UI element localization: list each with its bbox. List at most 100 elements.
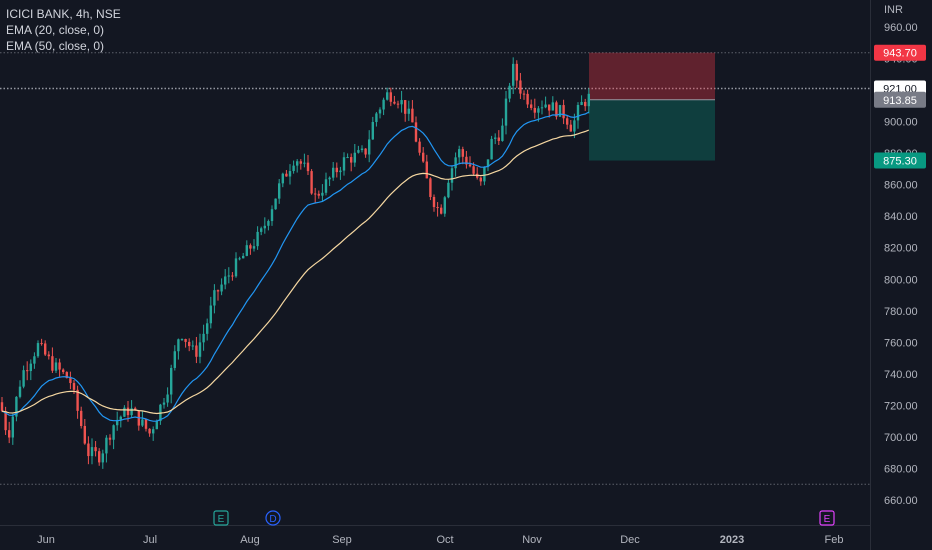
candle [26, 361, 29, 381]
candle [11, 413, 14, 445]
candle [15, 396, 18, 422]
candle [40, 338, 43, 346]
candle [400, 90, 403, 113]
candle [443, 195, 446, 217]
plot-area [0, 0, 870, 525]
candle [51, 347, 54, 373]
candle [123, 405, 126, 417]
candle [270, 205, 274, 226]
take-profit-zone[interactable] [589, 99, 715, 161]
candle [580, 95, 583, 106]
candle [213, 284, 216, 314]
candle [296, 159, 299, 173]
y-tick-label: 680.00 [884, 463, 918, 475]
candle [274, 198, 277, 210]
candle [342, 152, 346, 176]
x-tick-label: Nov [522, 534, 542, 546]
candle [256, 226, 259, 250]
candle [404, 100, 407, 122]
candle [119, 415, 122, 428]
stop-loss-zone[interactable] [589, 52, 715, 100]
y-tick-label: 960.00 [884, 22, 918, 34]
currency-label: INR [884, 4, 903, 16]
candle [231, 272, 234, 281]
dividend-marker[interactable]: D [265, 510, 281, 526]
candle [33, 352, 36, 369]
candle [414, 116, 418, 143]
candle [508, 82, 511, 103]
candle [285, 170, 288, 177]
candle [260, 226, 263, 236]
ema50-line [1, 129, 590, 415]
candle [162, 398, 166, 409]
candle [378, 107, 382, 119]
candle [429, 177, 432, 201]
candle [238, 256, 241, 261]
candle [94, 441, 97, 457]
candle [382, 97, 385, 116]
candle [242, 252, 245, 259]
candle [306, 155, 310, 175]
candle [468, 156, 472, 168]
x-tick-label: Oct [436, 534, 453, 546]
candle [216, 289, 220, 301]
candle [422, 147, 425, 163]
y-tick-label: 780.00 [884, 306, 918, 318]
candle [105, 435, 108, 463]
candle [494, 133, 497, 145]
candle [425, 154, 428, 179]
y-tick-label: 900.00 [884, 117, 918, 129]
y-tick-label: 740.00 [884, 369, 918, 381]
candle [533, 98, 536, 119]
candle [202, 324, 205, 351]
candle [461, 146, 464, 165]
candle [44, 340, 47, 357]
candle [346, 153, 349, 159]
candle [292, 160, 295, 174]
candle [234, 252, 238, 278]
y-tick-label: 760.00 [884, 337, 918, 349]
candle [36, 340, 40, 358]
candle [375, 111, 378, 127]
candle [432, 194, 436, 212]
candle [530, 99, 533, 111]
candle [486, 159, 490, 172]
x-tick-label: Sep [332, 534, 352, 546]
candle [584, 98, 587, 111]
candle [436, 202, 439, 217]
candle [173, 345, 176, 371]
candle [321, 184, 324, 202]
y-tick-label: 840.00 [884, 211, 918, 223]
candle [101, 449, 104, 469]
candle [389, 87, 392, 107]
candle [18, 380, 22, 399]
candle [576, 102, 580, 129]
candle [195, 336, 198, 364]
candle [368, 130, 371, 163]
y-tick-label: 720.00 [884, 400, 918, 412]
y-tick-label: 800.00 [884, 274, 918, 286]
svg-text:E: E [824, 514, 831, 525]
candle [324, 172, 328, 196]
candle [227, 267, 230, 284]
earnings-marker[interactable]: E [819, 510, 835, 526]
candle [263, 217, 266, 234]
candle [360, 145, 364, 153]
candle [519, 72, 522, 100]
candle [112, 424, 115, 450]
y-tick-label: 660.00 [884, 495, 918, 507]
svg-text:913.85: 913.85 [883, 95, 917, 107]
candle [512, 57, 515, 94]
earnings-marker[interactable]: E [213, 510, 229, 526]
candle [148, 428, 151, 437]
svg-text:E: E [218, 514, 225, 525]
candle [458, 145, 461, 165]
candle [440, 204, 443, 215]
candle [353, 144, 356, 167]
candle [357, 145, 360, 154]
candle [220, 278, 223, 296]
candle [371, 116, 374, 140]
candle [144, 419, 148, 432]
candle [141, 411, 144, 427]
